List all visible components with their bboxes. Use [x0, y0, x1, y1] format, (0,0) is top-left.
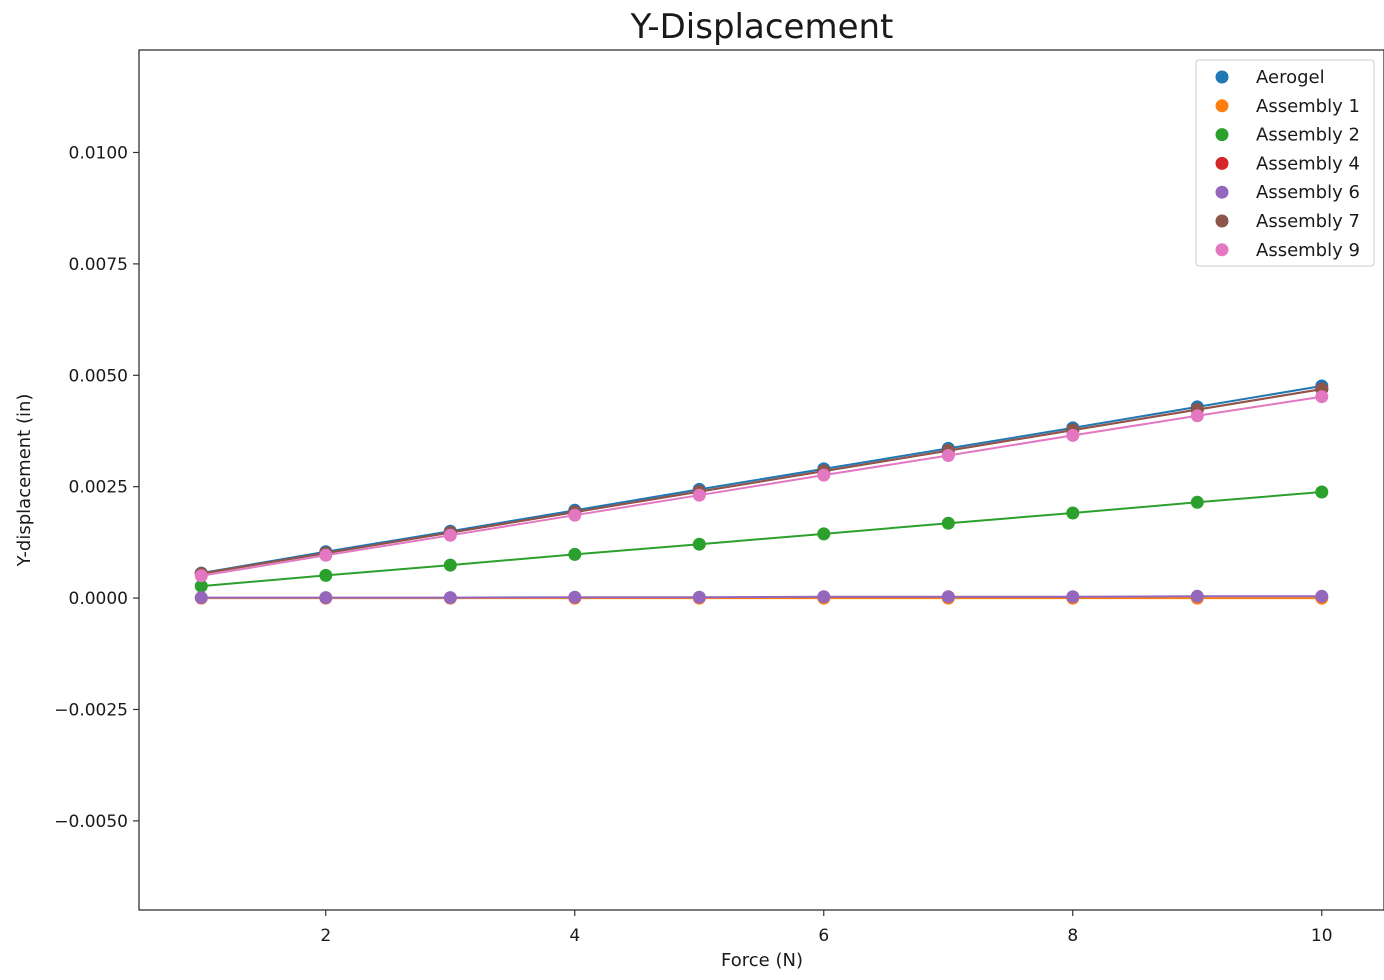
y-tick-label: 0.0025 — [69, 478, 128, 498]
data-point — [941, 516, 955, 530]
x-axis: 2 4 6 8 10 — [320, 910, 1333, 946]
legend-marker — [1215, 128, 1229, 142]
legend-label: Aerogel — [1256, 67, 1325, 88]
data-point — [1315, 485, 1329, 499]
data-point — [1190, 409, 1204, 423]
y-tick-label: 0.0075 — [69, 255, 128, 275]
y-tick-label: 0.0050 — [69, 366, 128, 386]
data-point — [941, 590, 955, 604]
x-tick-label: 6 — [818, 926, 829, 946]
data-point — [1066, 506, 1080, 520]
legend-label: Assembly 4 — [1256, 153, 1360, 174]
y-tick-label: 0.0000 — [69, 589, 128, 609]
x-tick-label: 4 — [569, 926, 580, 946]
legend-marker — [1215, 99, 1229, 113]
data-point — [568, 508, 582, 522]
series-assembly-6 — [194, 589, 1329, 605]
legend-label: Assembly 1 — [1256, 96, 1360, 117]
legend-item: Assembly 1 — [1215, 96, 1360, 117]
series-line — [201, 388, 1322, 575]
chart-title: Y-Displacement — [630, 7, 894, 47]
legend-marker — [1215, 70, 1229, 84]
legend-box — [1195, 59, 1375, 267]
data-point — [692, 590, 706, 604]
series-line — [201, 595, 1322, 599]
data-point — [568, 590, 582, 604]
series-line — [201, 385, 1322, 575]
x-axis-label: Force (N) — [721, 950, 803, 971]
legend-label: Assembly 6 — [1256, 182, 1360, 203]
legend-item: Assembly 7 — [1215, 211, 1360, 232]
series-assembly-9 — [194, 390, 1329, 583]
data-point — [1315, 589, 1329, 603]
data-point — [443, 528, 457, 542]
legend-item: Assembly 4 — [1215, 153, 1360, 174]
series-line — [201, 395, 1322, 577]
data-point — [443, 591, 457, 605]
series-assembly-2 — [194, 485, 1329, 593]
legend-item: Assembly 6 — [1215, 182, 1360, 203]
x-tick-label: 2 — [320, 926, 331, 946]
legend-item: Assembly 2 — [1215, 125, 1360, 146]
x-tick-label: 8 — [1067, 926, 1078, 946]
data-point — [194, 569, 208, 583]
data-point — [692, 537, 706, 551]
legend-label: Assembly 2 — [1256, 125, 1360, 146]
y-tick-label: 0.0100 — [69, 143, 128, 163]
y-tick-label: −0.0050 — [54, 812, 128, 832]
legend-marker — [1215, 243, 1229, 257]
data-point — [817, 527, 831, 541]
data-point — [941, 449, 955, 462]
data-point — [1190, 495, 1204, 509]
legend-label: Assembly 7 — [1256, 211, 1360, 232]
y-tick-label: −0.0025 — [54, 700, 128, 720]
data-point — [194, 579, 208, 593]
y-axis: −0.0050 −0.0025 0.0000 0.0025 0.0050 0.0075 0.… — [54, 143, 139, 832]
x-tick-label: 10 — [1311, 926, 1333, 946]
legend-label: Assembly 9 — [1256, 240, 1360, 261]
data-point — [692, 488, 706, 502]
data-point — [319, 568, 333, 582]
legend-item: Aerogel — [1215, 67, 1325, 88]
legend: Aerogel Assembly 1 Assembly 2 Assembly 4 Ass… — [1195, 59, 1375, 267]
data-point — [817, 590, 831, 604]
data-point — [1066, 590, 1080, 604]
plot-frame — [138, 49, 1384, 911]
data-point — [319, 591, 333, 605]
data-point — [1315, 390, 1329, 404]
data-point — [1190, 589, 1204, 603]
data-point — [1066, 428, 1080, 442]
plot-area — [194, 379, 1329, 605]
data-point — [568, 547, 582, 561]
data-point — [194, 591, 208, 605]
y-axis-label: Y-displacement (in) — [14, 394, 35, 568]
series-assembly-7 — [194, 382, 1329, 581]
data-point — [817, 468, 831, 482]
data-point — [443, 558, 457, 572]
series-line — [201, 491, 1322, 588]
legend-marker — [1215, 214, 1229, 228]
legend-marker — [1215, 156, 1229, 170]
data-point — [319, 548, 333, 562]
legend-marker — [1215, 185, 1229, 199]
legend-item: Assembly 9 — [1215, 240, 1360, 261]
